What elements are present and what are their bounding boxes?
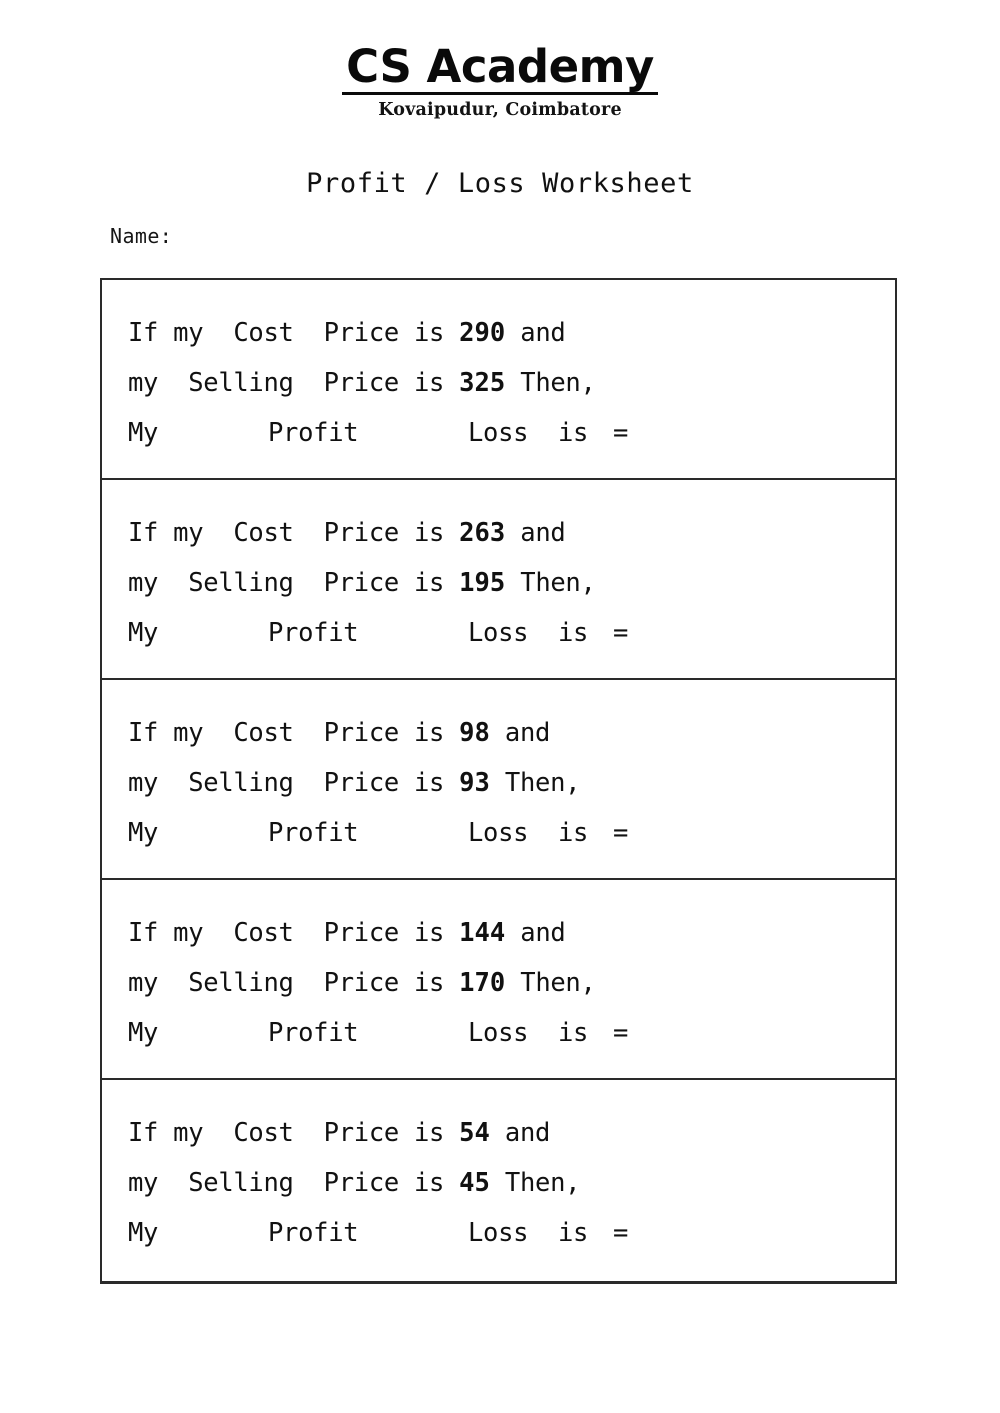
- answer-equals-sign: =: [613, 1218, 629, 1248]
- answer-line: My Profit Loss is =: [128, 408, 895, 458]
- selling-price-prefix: my Selling Price is: [128, 768, 460, 798]
- answer-is-label: is: [558, 618, 589, 648]
- school-logo-title: CS Academy: [342, 44, 658, 95]
- cost-price-prefix: If my Cost Price is: [128, 718, 460, 748]
- selling-price-value: 93: [459, 768, 490, 798]
- page-title: Profit / Loss Worksheet: [306, 168, 694, 199]
- cost-price-value: 144: [459, 918, 506, 948]
- selling-price-prefix: my Selling Price is: [128, 568, 460, 598]
- answer-profit-label: Profit: [268, 1218, 359, 1248]
- question-line-selling-price: my Selling Price is 170 Then,: [128, 958, 895, 1008]
- question-box: If my Cost Price is 263 and my Selling P…: [102, 480, 895, 680]
- question-line-cost-price: If my Cost Price is 54 and: [128, 1108, 895, 1158]
- cost-price-prefix: If my Cost Price is: [128, 518, 460, 548]
- question-line-cost-price: If my Cost Price is 144 and: [128, 908, 895, 958]
- cost-price-value: 54: [459, 1118, 490, 1148]
- answer-is-label: is: [558, 1018, 589, 1048]
- letterhead: CS Academy Kovaipudur, Coimbatore: [0, 44, 1000, 120]
- cost-price-value: 263: [459, 518, 506, 548]
- question-line-cost-price: If my Cost Price is 290 and: [128, 308, 895, 358]
- answer-is-label: is: [558, 418, 589, 448]
- answer-my-label: My: [128, 618, 159, 648]
- cost-price-prefix: If my Cost Price is: [128, 918, 460, 948]
- question-list: If my Cost Price is 290 and my Selling P…: [100, 278, 897, 1284]
- answer-my-label: My: [128, 1218, 159, 1248]
- cost-price-value: 98: [459, 718, 490, 748]
- answer-profit-label: Profit: [268, 1018, 359, 1048]
- cost-price-suffix: and: [489, 1118, 551, 1148]
- answer-profit-label: Profit: [268, 818, 359, 848]
- question-line-cost-price: If my Cost Price is 98 and: [128, 708, 895, 758]
- answer-loss-label: Loss: [468, 1018, 529, 1048]
- cost-price-suffix: and: [505, 918, 566, 948]
- answer-my-label: My: [128, 418, 159, 448]
- answer-loss-label: Loss: [468, 818, 529, 848]
- selling-price-value: 45: [459, 1168, 490, 1198]
- question-line-selling-price: my Selling Price is 93 Then,: [128, 758, 895, 808]
- answer-line: My Profit Loss is =: [128, 608, 895, 658]
- selling-price-suffix: Then,: [505, 368, 596, 398]
- answer-loss-label: Loss: [468, 418, 529, 448]
- answer-is-label: is: [558, 818, 589, 848]
- question-line-selling-price: my Selling Price is 325 Then,: [128, 358, 895, 408]
- question-box: If my Cost Price is 144 and my Selling P…: [102, 880, 895, 1080]
- selling-price-suffix: Then,: [489, 1168, 581, 1198]
- selling-price-prefix: my Selling Price is: [128, 368, 460, 398]
- name-label: Name:: [110, 224, 173, 248]
- name-field-row: Name:: [110, 224, 172, 248]
- answer-equals-sign: =: [613, 418, 629, 448]
- selling-price-value: 195: [459, 568, 506, 598]
- answer-loss-label: Loss: [468, 1218, 529, 1248]
- question-line-selling-price: my Selling Price is 195 Then,: [128, 558, 895, 608]
- answer-equals-sign: =: [613, 618, 629, 648]
- cost-price-value: 290: [459, 318, 506, 348]
- question-box: If my Cost Price is 54 and my Selling Pr…: [102, 1080, 895, 1281]
- answer-line: My Profit Loss is =: [128, 1208, 895, 1258]
- answer-profit-label: Profit: [268, 418, 359, 448]
- selling-price-value: 170: [459, 968, 506, 998]
- selling-price-suffix: Then,: [505, 568, 596, 598]
- selling-price-suffix: Then,: [489, 768, 581, 798]
- answer-equals-sign: =: [613, 1018, 629, 1048]
- answer-line: My Profit Loss is =: [128, 1008, 895, 1058]
- answer-is-label: is: [558, 1218, 589, 1248]
- selling-price-suffix: Then,: [505, 968, 596, 998]
- cost-price-suffix: and: [505, 518, 566, 548]
- school-location: Kovaipudur, Coimbatore: [378, 100, 622, 120]
- answer-line: My Profit Loss is =: [128, 808, 895, 858]
- cost-price-prefix: If my Cost Price is: [128, 1118, 460, 1148]
- question-box: If my Cost Price is 98 and my Selling Pr…: [102, 680, 895, 880]
- cost-price-prefix: If my Cost Price is: [128, 318, 460, 348]
- selling-price-prefix: my Selling Price is: [128, 1168, 460, 1198]
- answer-my-label: My: [128, 818, 159, 848]
- question-box: If my Cost Price is 290 and my Selling P…: [102, 280, 895, 480]
- cost-price-suffix: and: [489, 718, 551, 748]
- question-line-selling-price: my Selling Price is 45 Then,: [128, 1158, 895, 1208]
- question-line-cost-price: If my Cost Price is 263 and: [128, 508, 895, 558]
- answer-loss-label: Loss: [468, 618, 529, 648]
- selling-price-prefix: my Selling Price is: [128, 968, 460, 998]
- answer-profit-label: Profit: [268, 618, 359, 648]
- selling-price-value: 325: [459, 368, 506, 398]
- answer-my-label: My: [128, 1018, 159, 1048]
- answer-equals-sign: =: [613, 818, 629, 848]
- cost-price-suffix: and: [505, 318, 566, 348]
